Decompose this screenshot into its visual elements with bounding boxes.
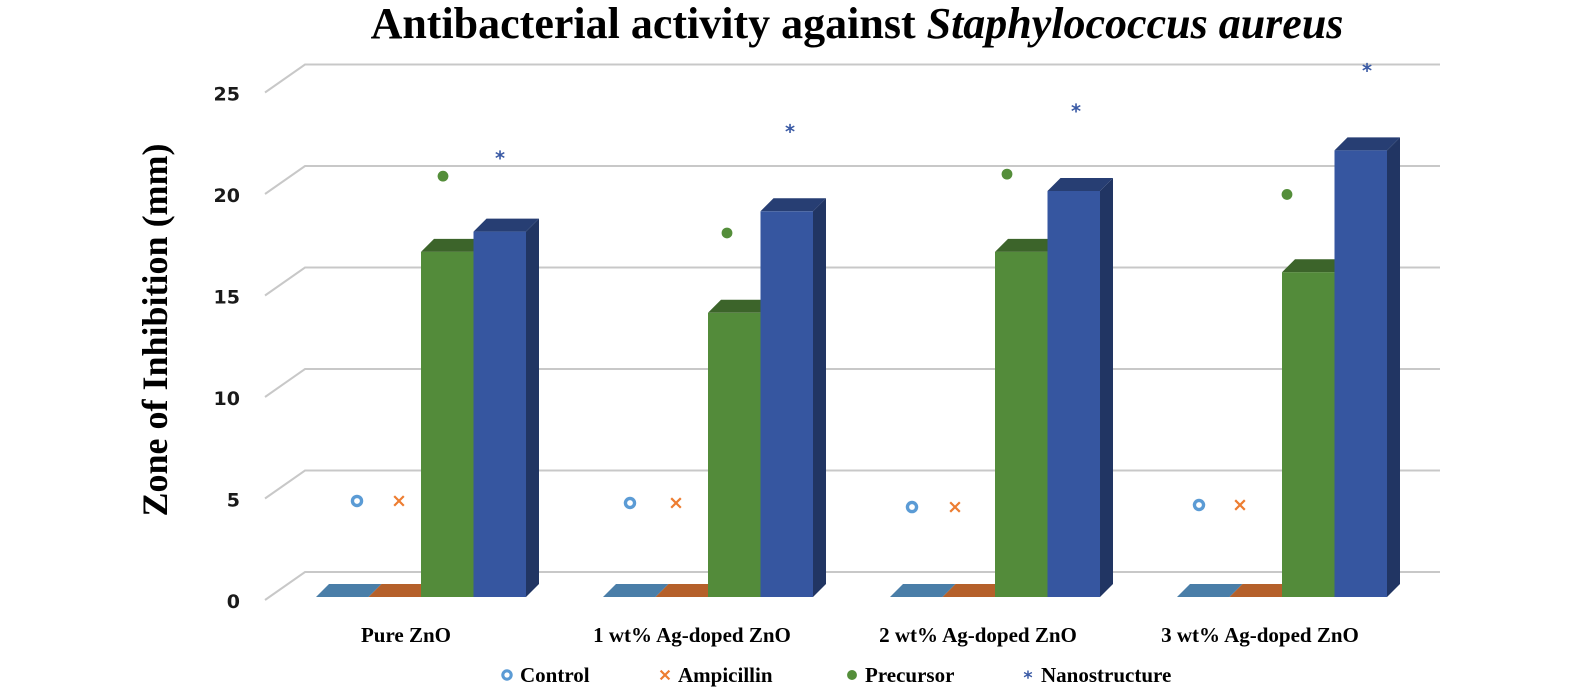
gridline [264,165,1440,195]
asterisk-marker-icon: * [495,147,505,170]
bar-front [421,251,474,597]
bar-top [421,238,487,252]
bar [1177,584,1243,597]
bar [942,584,1008,597]
filled-circle-marker-icon [437,170,449,182]
chart-title: Antibacterial activity against Staphyloc… [371,0,1344,48]
bar-side [1100,178,1113,597]
legend-label: Precursor [865,663,954,687]
legend-item: * Nanostructure [1023,663,1171,688]
y-tick-label: 10 [214,388,240,410]
bar-base [368,584,434,597]
x-tick-label: 1 wt% Ag-doped ZnO [593,623,791,647]
bar [368,584,434,597]
x-tick-label: 2 wt% Ag-doped ZnO [879,623,1077,647]
bar [1229,584,1295,597]
legend-label: Ampicillin [678,663,773,687]
bar-base [890,584,956,597]
legend-item: Control [501,663,590,687]
bar-side [526,218,539,597]
circle-open-marker-icon [1192,498,1206,512]
bar-front [995,251,1048,597]
bar-front [473,231,526,597]
x-tick-label: Pure ZnO [361,623,451,647]
y-tick-label: 15 [214,287,240,309]
bar [760,198,826,598]
legend-item: Precursor [847,663,954,687]
bar-top [708,299,774,313]
bar-front [760,211,813,598]
x-tick-label: 3 wt% Ag-doped ZnO [1161,623,1359,647]
bar-side [813,198,826,598]
bar-base [1177,584,1243,597]
legend-label: Nanostructure [1041,663,1171,687]
x-tick-labels: Pure ZnO 1 wt% Ag-doped ZnO 2 wt% Ag-doped… [361,623,1359,647]
filled-circle-marker-icon [847,670,857,680]
filled-circle-marker-icon [1001,168,1013,180]
legend-item: Ampicillin [659,663,773,687]
bar-base [603,584,669,597]
bar [1047,178,1113,597]
chart-title-main: Antibacterial activity against [371,0,927,48]
annotation-markers: * * * * [350,60,1372,514]
bar-base [1229,584,1295,597]
bar-front [1047,191,1100,597]
chart-title-italic: Staphylococcus aureus [927,0,1344,48]
x-marker-icon [1234,499,1246,511]
y-tick-labels: 0 5 10 15 20 25 [214,84,240,614]
y-tick-label: 5 [227,490,240,512]
circle-open-marker-icon [905,500,919,514]
bar [316,584,382,597]
bar [473,218,539,597]
y-tick-label: 25 [214,84,240,106]
circle-open-marker-icon [350,494,364,508]
x-marker-icon [393,495,405,507]
y-tick-label: 20 [214,185,240,207]
y-tick-label: 0 [227,591,240,613]
bars [316,137,1400,598]
bar [655,584,721,597]
filled-circle-marker-icon [721,227,733,239]
bar-top [473,218,539,232]
bar-front [1334,150,1387,597]
bar-side [1387,137,1400,597]
bar [890,584,956,597]
bar-top [760,198,826,212]
circle-open-marker-icon [623,496,637,510]
bar-base [316,584,382,597]
bar-top [1334,137,1400,151]
bar-base [942,584,1008,597]
asterisk-marker-icon: * [1071,100,1081,123]
bar-top [1282,259,1348,273]
asterisk-marker-icon: * [785,120,795,143]
legend-label: Control [520,663,590,687]
gridline [264,63,1440,94]
bar-front [1282,272,1335,597]
filled-circle-marker-icon [1281,189,1293,200]
bar [603,584,669,597]
bar-front [708,312,761,597]
x-marker-icon [670,497,682,509]
legend: Control Ampicillin Precursor * Nanostructure [501,663,1171,688]
x-marker-icon [949,501,961,513]
bar-top [995,238,1061,252]
y-axis-label: Zone of Inhibition (mm) [135,143,175,516]
bar-top [1047,178,1113,191]
bar [1334,137,1400,597]
x-marker-icon [659,669,671,681]
bar-base [655,584,721,597]
asterisk-marker-icon: * [1023,668,1032,688]
circle-open-marker-icon [501,669,513,681]
asterisk-marker-icon: * [1362,60,1372,83]
